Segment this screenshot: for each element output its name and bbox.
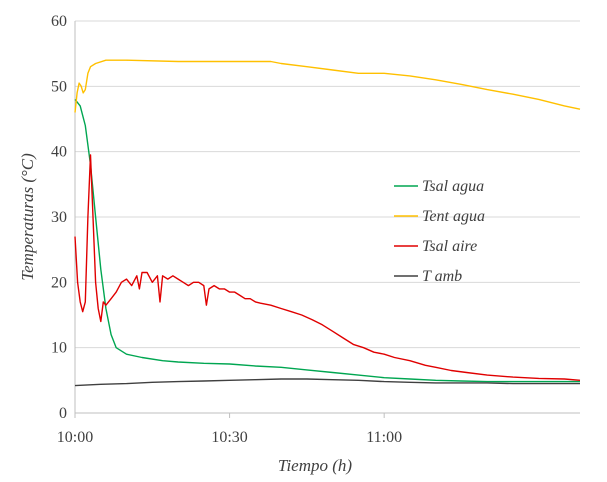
series-line-tsal-aire — [74, 154, 581, 381]
x-tick-label-10-30: 10:30 — [211, 429, 247, 446]
series-line-tent-agua — [74, 59, 581, 113]
y-tick-label-30: 30 — [51, 209, 67, 226]
x-axis-title: Tiempo (h) — [278, 456, 352, 475]
y-tick-label-0: 0 — [59, 405, 67, 422]
series-line-t-amb — [74, 378, 580, 387]
legend: Tsal agua Tent agua Tsal aire T amb — [394, 178, 485, 285]
grid-lines — [75, 20, 580, 349]
y-tick-label-10: 10 — [51, 340, 67, 357]
x-tick-label-10-00: 10:00 — [57, 429, 93, 446]
y-axis-title: Temperaturas (°C) — [18, 153, 37, 281]
y-tick-label-20: 20 — [51, 274, 67, 291]
legend-label-t-amb: T amb — [422, 268, 462, 285]
legend-label-tsal-agua: Tsal agua — [422, 178, 484, 195]
legend-label-tent-agua: Tent agua — [422, 208, 485, 225]
series-lines — [74, 59, 581, 387]
tick-labels: 0 10 20 30 40 50 60 10:00 10:30 11:00 — [51, 13, 402, 446]
axes — [74, 21, 580, 418]
y-tick-label-50: 50 — [51, 78, 67, 95]
x-tick-label-11-00: 11:00 — [366, 429, 402, 446]
y-tick-label-60: 60 — [51, 13, 67, 30]
series-line-tsal-agua — [74, 98, 580, 383]
legend-label-tsal-aire: Tsal aire — [422, 238, 477, 255]
y-tick-label-40: 40 — [51, 144, 67, 161]
